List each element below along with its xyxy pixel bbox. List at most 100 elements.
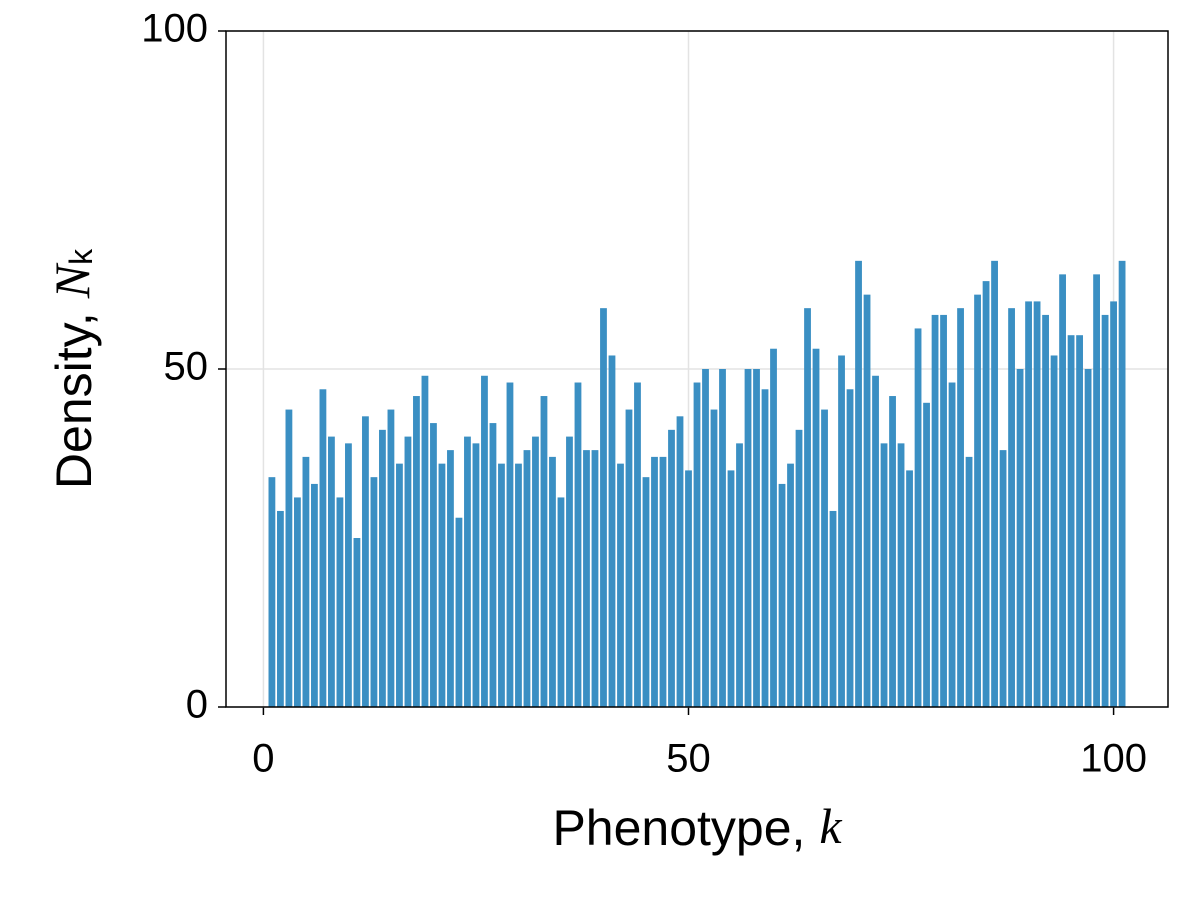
bar [1084, 369, 1092, 707]
bar [1050, 355, 1058, 707]
x-label-var: k [819, 798, 842, 854]
bar [965, 456, 973, 707]
bar [413, 396, 420, 707]
bar [931, 314, 939, 707]
bar [999, 450, 1007, 707]
bar [549, 456, 556, 707]
bar [455, 517, 463, 707]
y-label-sub: k [63, 248, 99, 265]
bar [778, 483, 786, 707]
bar [319, 389, 327, 707]
bar [948, 382, 956, 707]
bar [1110, 301, 1117, 707]
bar [855, 260, 862, 707]
bar [430, 423, 437, 707]
bar [345, 443, 352, 707]
bar [608, 355, 616, 707]
bar [617, 463, 624, 707]
y-label-text: Density, [46, 298, 102, 489]
bar [472, 443, 480, 707]
bar [396, 463, 403, 707]
bar [404, 436, 412, 707]
bar [379, 429, 386, 707]
bar [506, 382, 514, 707]
bar [498, 463, 505, 707]
bar [1016, 369, 1024, 707]
bar [625, 409, 633, 707]
bar [923, 402, 930, 707]
bar [897, 443, 905, 707]
x-axis-label: Phenotype, k [552, 798, 842, 856]
bar [634, 382, 641, 707]
bar [829, 510, 837, 707]
bar [702, 369, 709, 707]
bar [770, 348, 777, 707]
bar [1033, 301, 1041, 707]
bar [736, 443, 743, 707]
bar [727, 470, 735, 707]
x-tick-label: 100 [1080, 737, 1147, 781]
bar [1101, 314, 1109, 707]
bar [583, 450, 590, 707]
bar [685, 470, 692, 707]
y-label-var: N [44, 262, 100, 299]
bar [421, 375, 429, 707]
bar [676, 416, 684, 707]
bar [362, 416, 369, 707]
bar [744, 369, 752, 707]
bar [557, 497, 565, 707]
bar [600, 308, 607, 707]
bar [787, 463, 794, 707]
bar [523, 450, 531, 707]
bar [353, 538, 361, 707]
bar [846, 389, 854, 707]
bar [1076, 335, 1083, 707]
bar [1042, 314, 1049, 707]
bar [574, 382, 582, 707]
bar [447, 450, 454, 707]
bar [906, 470, 913, 707]
bar [481, 375, 488, 707]
bar [277, 510, 284, 707]
bar [540, 396, 548, 707]
bar [1067, 335, 1075, 707]
bar [795, 429, 803, 707]
bar [659, 456, 667, 707]
bar [294, 497, 301, 707]
y-tick-label: 100 [141, 7, 208, 51]
bar [761, 389, 769, 707]
x-tick-label: 50 [666, 737, 711, 781]
bar [880, 443, 888, 707]
bar [302, 456, 310, 707]
bar [1025, 301, 1032, 707]
bar [863, 294, 871, 707]
x-label-text: Phenotype, [552, 800, 819, 856]
bar [651, 456, 658, 707]
x-tick-label: 0 [252, 737, 274, 781]
bar [914, 328, 922, 707]
plot-frame [225, 30, 1169, 708]
bar [515, 463, 522, 707]
bar [812, 348, 820, 707]
bar [753, 369, 760, 707]
bar [821, 409, 828, 707]
bar [328, 436, 335, 707]
y-axis-label: Density, Nk [44, 248, 102, 489]
bar [668, 429, 675, 707]
bar [268, 477, 276, 707]
bar [370, 477, 378, 707]
bar [957, 308, 964, 707]
bar [710, 409, 718, 707]
bar [642, 477, 650, 707]
bar [1059, 274, 1066, 707]
bar [387, 409, 395, 707]
bar [1093, 274, 1100, 707]
bar [940, 314, 947, 707]
bar [566, 436, 573, 707]
bar [974, 294, 981, 707]
y-tick-label: 0 [186, 683, 208, 727]
bar [693, 382, 701, 707]
bar [1008, 308, 1015, 707]
bar [1118, 260, 1126, 707]
